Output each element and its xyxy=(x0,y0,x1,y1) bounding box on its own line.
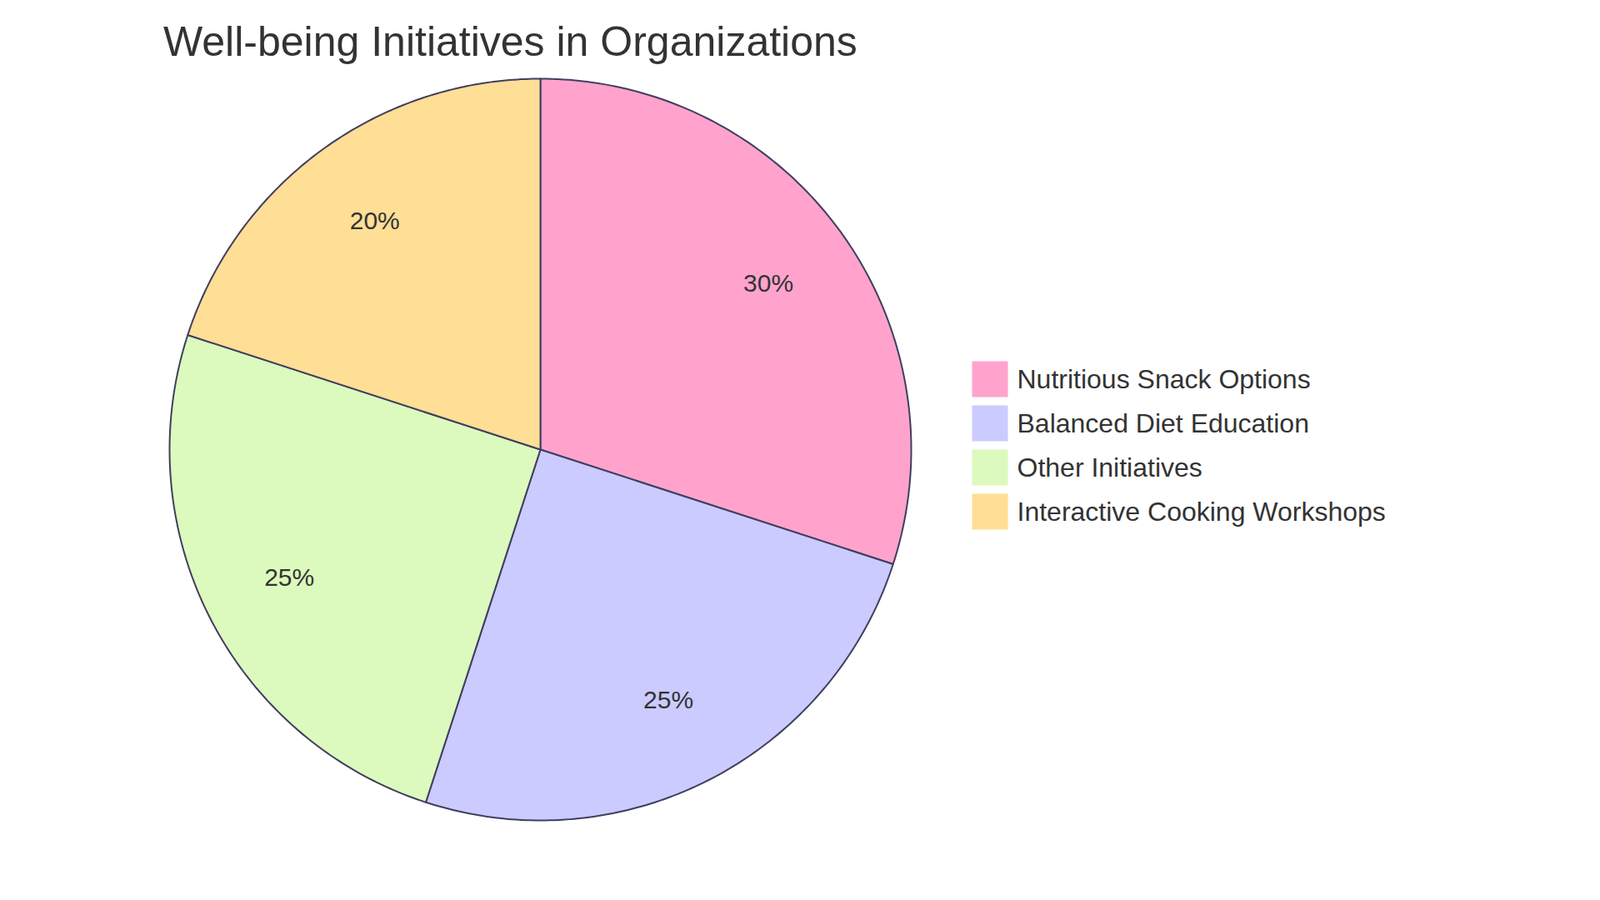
svg-text:Interactive Cooking Workshops: Interactive Cooking Workshops xyxy=(1017,496,1386,527)
svg-text:Nutritious Snack Options: Nutritious Snack Options xyxy=(1017,364,1311,395)
svg-text:25%: 25% xyxy=(264,563,315,591)
svg-text:Balanced Diet Education: Balanced Diet Education xyxy=(1017,408,1310,439)
html-text:Well-being Initiatives in Orga: Well-being Initiatives in Organizations xyxy=(163,18,858,65)
svg-text:30%: 30% xyxy=(743,269,794,297)
svg-text:25%: 25% xyxy=(643,685,694,714)
svg-text:20%: 20% xyxy=(350,206,400,235)
svg-text:Other Initiatives: Other Initiatives xyxy=(1017,452,1203,483)
